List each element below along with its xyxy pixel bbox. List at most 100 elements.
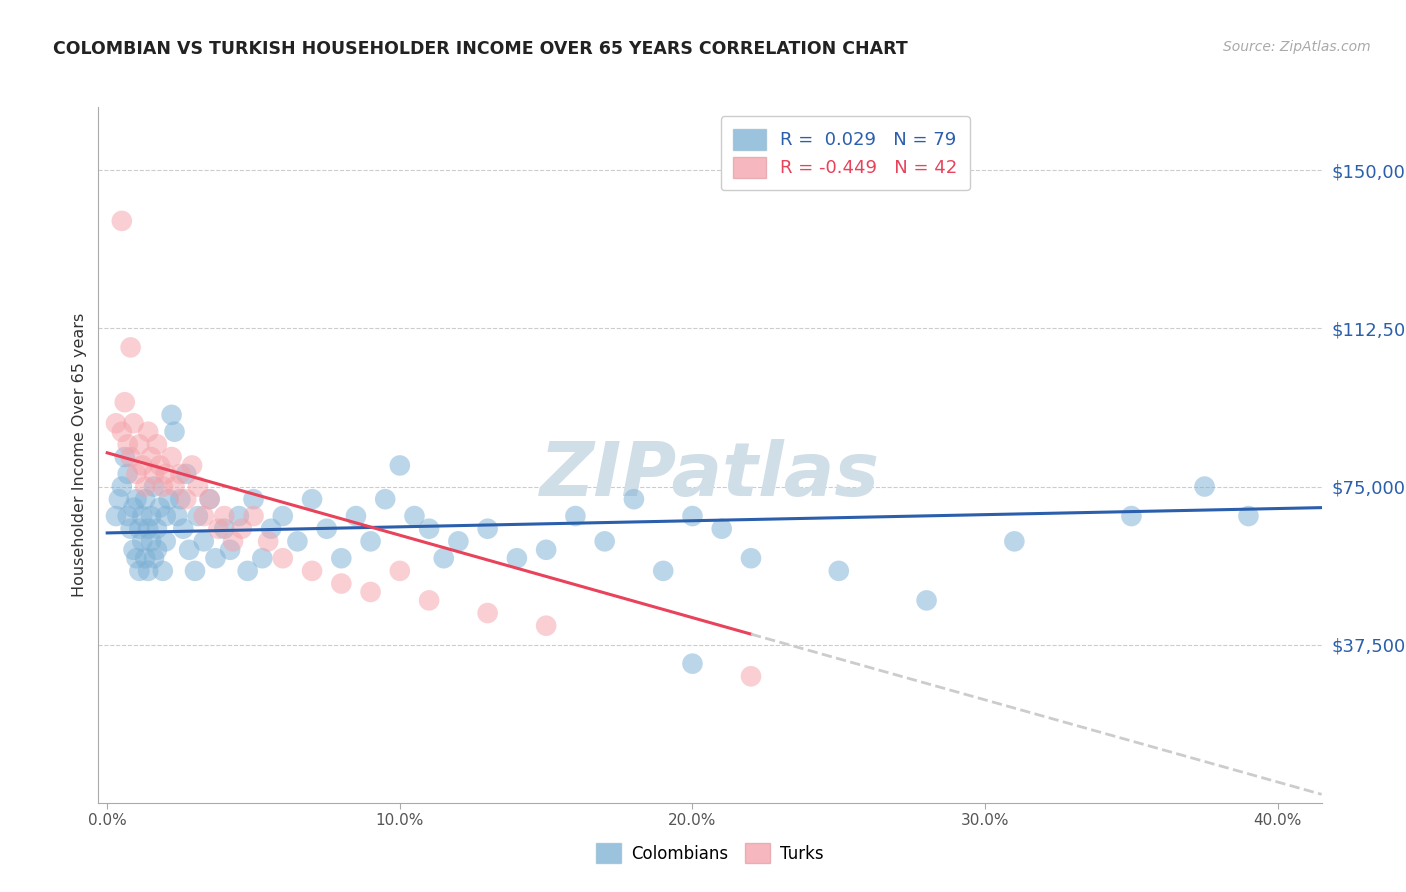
Point (122, 417, 145, 431)
Point (204, 551, 226, 566)
Point (149, 458, 172, 473)
Point (157, 492, 180, 507)
Point (108, 492, 131, 507)
Point (477, 522, 499, 536)
Point (740, 669, 762, 683)
Point (174, 492, 197, 507)
Text: COLOMBIAN VS TURKISH HOUSEHOLDER INCOME OVER 65 YEARS CORRELATION CHART: COLOMBIAN VS TURKISH HOUSEHOLDER INCOME … (53, 40, 908, 58)
Point (1194, 479, 1216, 493)
Point (139, 450, 162, 464)
Point (125, 551, 148, 566)
Point (120, 450, 142, 464)
Point (155, 467, 177, 481)
Point (146, 437, 169, 451)
Point (506, 551, 529, 566)
Point (564, 509, 586, 524)
Point (301, 564, 323, 578)
Point (120, 340, 142, 354)
Point (163, 425, 186, 439)
Point (155, 509, 177, 524)
Point (360, 534, 382, 549)
Point (418, 522, 440, 536)
Point (682, 509, 704, 524)
Point (131, 534, 153, 549)
Point (104, 509, 127, 524)
Point (236, 564, 259, 578)
Point (128, 437, 150, 451)
Point (143, 551, 166, 566)
Point (152, 564, 174, 578)
Point (219, 542, 242, 557)
Point (143, 467, 166, 481)
Point (242, 509, 264, 524)
Y-axis label: Householder Income Over 65 years: Householder Income Over 65 years (72, 313, 87, 597)
Point (122, 542, 145, 557)
Point (114, 450, 136, 464)
Point (1237, 509, 1260, 524)
Point (134, 551, 156, 566)
Point (146, 542, 169, 557)
Point (128, 522, 150, 536)
Point (228, 509, 250, 524)
Point (117, 467, 139, 481)
Point (117, 509, 139, 524)
Point (120, 522, 142, 536)
Point (160, 450, 183, 464)
Point (433, 551, 456, 566)
Point (330, 576, 353, 591)
Point (179, 542, 201, 557)
Point (152, 479, 174, 493)
Point (388, 564, 411, 578)
Point (131, 458, 153, 473)
Point (111, 425, 134, 439)
Point (534, 542, 557, 557)
Point (257, 534, 280, 549)
Point (131, 509, 153, 524)
Point (404, 509, 426, 524)
Point (160, 408, 183, 422)
Point (172, 522, 194, 536)
Point (187, 479, 209, 493)
Point (114, 395, 136, 409)
Point (231, 522, 253, 536)
Point (315, 522, 337, 536)
Point (139, 534, 162, 549)
Point (134, 479, 156, 493)
Point (104, 417, 127, 431)
Point (128, 564, 150, 578)
Point (187, 509, 209, 524)
Point (198, 492, 221, 507)
Text: Source: ZipAtlas.com: Source: ZipAtlas.com (1223, 40, 1371, 54)
Point (212, 509, 235, 524)
Legend: Colombians, Turks: Colombians, Turks (588, 835, 832, 871)
Point (169, 492, 191, 507)
Point (149, 500, 172, 515)
Point (139, 509, 162, 524)
Point (534, 618, 557, 632)
Point (198, 492, 221, 507)
Point (682, 657, 704, 671)
Point (181, 458, 204, 473)
Point (193, 509, 215, 524)
Point (652, 564, 675, 578)
Point (184, 564, 207, 578)
Point (447, 534, 470, 549)
Point (111, 479, 134, 493)
Point (155, 534, 177, 549)
Point (418, 593, 440, 607)
Point (163, 479, 186, 493)
Point (271, 509, 294, 524)
Point (740, 551, 762, 566)
Point (174, 467, 197, 481)
Point (374, 492, 396, 507)
Point (136, 564, 159, 578)
Point (125, 492, 148, 507)
Point (122, 500, 145, 515)
Point (915, 593, 938, 607)
Point (271, 551, 294, 566)
Point (125, 467, 148, 481)
Point (166, 509, 188, 524)
Point (828, 564, 851, 578)
Point (260, 522, 283, 536)
Point (1121, 509, 1143, 524)
